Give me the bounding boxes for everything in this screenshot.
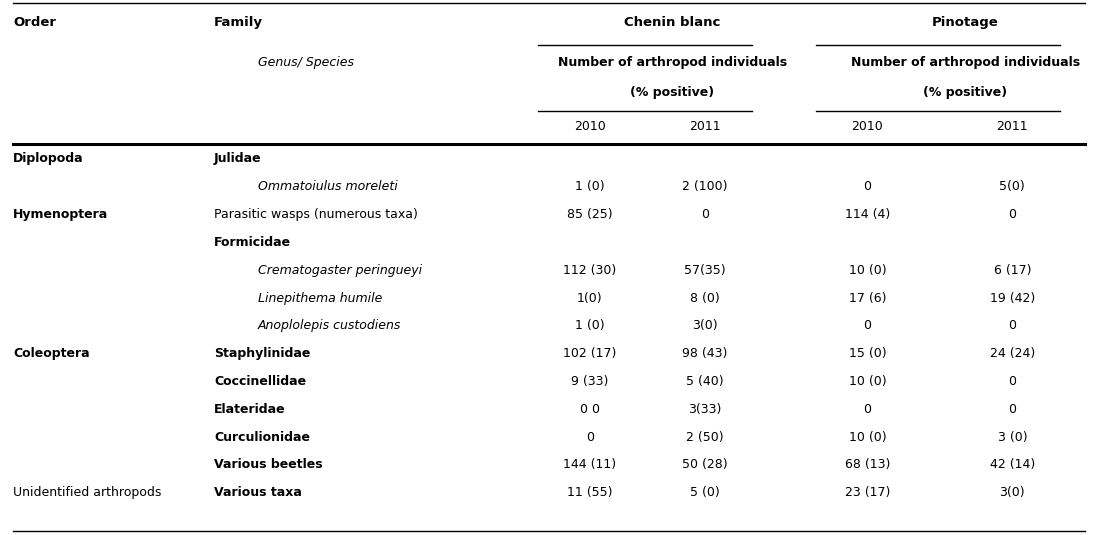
- Text: 0: 0: [1008, 319, 1017, 332]
- Text: Elateridae: Elateridae: [214, 403, 285, 416]
- Text: (% positive): (% positive): [923, 86, 1007, 98]
- Text: Coccinellidae: Coccinellidae: [214, 375, 306, 388]
- Text: 102 (17): 102 (17): [563, 347, 616, 360]
- Text: 50 (28): 50 (28): [682, 458, 728, 471]
- Text: Ommatoiulus moreleti: Ommatoiulus moreleti: [258, 180, 397, 193]
- Text: 10 (0): 10 (0): [849, 375, 886, 388]
- Text: Family: Family: [214, 16, 264, 29]
- Text: 57(35): 57(35): [684, 264, 726, 277]
- Text: Formicidae: Formicidae: [214, 236, 291, 249]
- Text: Hymenoptera: Hymenoptera: [13, 208, 109, 221]
- Text: 112 (30): 112 (30): [563, 264, 616, 277]
- Text: Number of arthropod individuals: Number of arthropod individuals: [558, 56, 787, 69]
- Text: 98 (43): 98 (43): [682, 347, 728, 360]
- Text: Unidentified arthropods: Unidentified arthropods: [13, 486, 161, 499]
- Text: 0: 0: [1008, 208, 1017, 221]
- Text: 2011: 2011: [997, 120, 1028, 133]
- Text: 2010: 2010: [574, 120, 605, 133]
- Text: 11 (55): 11 (55): [567, 486, 613, 499]
- Text: 114 (4): 114 (4): [844, 208, 890, 221]
- Text: 24 (24): 24 (24): [989, 347, 1035, 360]
- Text: Linepithema humile: Linepithema humile: [258, 292, 382, 304]
- Text: Order: Order: [13, 16, 56, 29]
- Text: 9 (33): 9 (33): [571, 375, 608, 388]
- Text: 6 (17): 6 (17): [994, 264, 1031, 277]
- Text: 3(0): 3(0): [692, 319, 718, 332]
- Text: 5 (0): 5 (0): [690, 486, 720, 499]
- Text: 85 (25): 85 (25): [567, 208, 613, 221]
- Text: 2 (100): 2 (100): [682, 180, 728, 193]
- Text: Coleoptera: Coleoptera: [13, 347, 90, 360]
- Text: 5(0): 5(0): [999, 180, 1026, 193]
- Text: 0 0: 0 0: [580, 403, 600, 416]
- Text: Curculionidae: Curculionidae: [214, 431, 310, 444]
- Text: 42 (14): 42 (14): [989, 458, 1035, 471]
- Text: 19 (42): 19 (42): [989, 292, 1035, 304]
- Text: Parasitic wasps (numerous taxa): Parasitic wasps (numerous taxa): [214, 208, 418, 221]
- Text: 15 (0): 15 (0): [849, 347, 886, 360]
- Text: 68 (13): 68 (13): [844, 458, 890, 471]
- Text: 8 (0): 8 (0): [690, 292, 720, 304]
- Text: 1 (0): 1 (0): [575, 180, 604, 193]
- Text: 2 (50): 2 (50): [686, 431, 724, 444]
- Text: 10 (0): 10 (0): [849, 264, 886, 277]
- Text: Anoplolepis custodiens: Anoplolepis custodiens: [258, 319, 402, 332]
- Text: Chenin blanc: Chenin blanc: [625, 16, 720, 29]
- Text: 0: 0: [863, 319, 872, 332]
- Text: 23 (17): 23 (17): [844, 486, 890, 499]
- Text: 0: 0: [863, 180, 872, 193]
- Text: 3(33): 3(33): [688, 403, 721, 416]
- Text: Various beetles: Various beetles: [214, 458, 323, 471]
- Text: 5 (40): 5 (40): [686, 375, 724, 388]
- Text: 0: 0: [701, 208, 709, 221]
- Text: Pinotage: Pinotage: [932, 16, 998, 29]
- Text: Julidae: Julidae: [214, 152, 261, 165]
- Text: 0: 0: [863, 403, 872, 416]
- Text: Staphylinidae: Staphylinidae: [214, 347, 311, 360]
- Text: 2011: 2011: [690, 120, 720, 133]
- Text: 10 (0): 10 (0): [849, 431, 886, 444]
- Text: (% positive): (% positive): [630, 86, 715, 98]
- Text: 17 (6): 17 (6): [849, 292, 886, 304]
- Text: 144 (11): 144 (11): [563, 458, 616, 471]
- Text: Number of arthropod individuals: Number of arthropod individuals: [851, 56, 1079, 69]
- Text: Various taxa: Various taxa: [214, 486, 302, 499]
- Text: 0: 0: [1008, 403, 1017, 416]
- Text: Diplopoda: Diplopoda: [13, 152, 83, 165]
- Text: 0: 0: [585, 431, 594, 444]
- Text: 2010: 2010: [852, 120, 883, 133]
- Text: 3(0): 3(0): [999, 486, 1026, 499]
- Text: Genus/ Species: Genus/ Species: [258, 56, 354, 69]
- Text: 1 (0): 1 (0): [575, 319, 604, 332]
- Text: Crematogaster peringueyi: Crematogaster peringueyi: [258, 264, 422, 277]
- Text: 0: 0: [1008, 375, 1017, 388]
- Text: 1(0): 1(0): [576, 292, 603, 304]
- Text: 3 (0): 3 (0): [998, 431, 1027, 444]
